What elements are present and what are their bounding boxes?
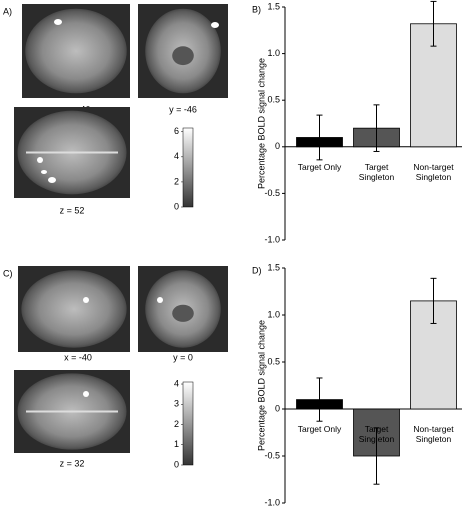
- x-tick-label: Non-target Singleton: [413, 161, 454, 182]
- brain-slice: [21, 270, 127, 348]
- y-tick-label: 0: [275, 141, 280, 151]
- activation-blob: [211, 22, 219, 28]
- y-axis-label: Percentage BOLD signal change: [256, 320, 266, 451]
- x-tick-label: Target Only: [297, 161, 342, 172]
- x-tick-label: Target Singleton: [358, 161, 395, 182]
- colorbar-tick-label: 2: [174, 176, 179, 186]
- activation-blob: [83, 297, 89, 303]
- slice-label: y = -46: [169, 104, 197, 114]
- panel-label: D): [252, 265, 262, 275]
- y-tick-label: -0.5: [264, 188, 280, 198]
- y-tick-label: -1.0: [264, 234, 280, 244]
- panel-label: B): [252, 4, 261, 14]
- y-tick-label: 0.5: [267, 356, 280, 366]
- panel-label: A): [3, 6, 12, 16]
- x-tick-label: Target Only: [297, 424, 342, 434]
- colorbar-tick-label: 2: [174, 419, 179, 429]
- y-tick-label: 1.0: [267, 48, 280, 58]
- colorbar-tick-label: 6: [174, 126, 179, 136]
- panel-label: C): [3, 268, 13, 278]
- colorbar-tick-label: 4: [174, 378, 179, 388]
- y-tick-label: 0: [275, 403, 280, 413]
- slice-label: x = -40: [64, 352, 92, 362]
- colorbar: [182, 127, 194, 208]
- activation-blob: [48, 177, 56, 183]
- activation-blob: [157, 297, 163, 303]
- ventricle: [172, 46, 194, 66]
- y-tick-label: 1.5: [267, 262, 280, 272]
- slice-label: y = 0: [173, 352, 193, 362]
- y-tick-label: 1.5: [267, 1, 280, 11]
- ventricle: [172, 304, 194, 322]
- colorbar-tick-label: 3: [174, 399, 179, 409]
- x-tick-label: Non-target Singleton: [413, 424, 454, 444]
- colorbar: [182, 381, 194, 466]
- brain-slice: [25, 8, 127, 94]
- y-tick-label: -1.0: [264, 497, 280, 506]
- y-tick-label: 1.0: [267, 309, 280, 319]
- slice-label: z = 32: [60, 458, 85, 468]
- y-axis-label: Percentage BOLD signal change: [256, 58, 266, 189]
- slice-label: z = 52: [60, 205, 85, 215]
- x-tick-label: Target Singleton: [358, 424, 395, 444]
- colorbar-tick-label: 1: [174, 439, 179, 449]
- colorbar-tick-label: 0: [174, 201, 179, 211]
- activation-blob: [54, 19, 62, 25]
- y-tick-label: 0.5: [267, 95, 280, 105]
- colorbar-tick-label: 0: [174, 459, 179, 469]
- activation-blob: [83, 391, 89, 397]
- y-tick-label: -0.5: [264, 450, 280, 460]
- colorbar-tick-label: 4: [174, 151, 179, 161]
- activation-blob: [37, 157, 43, 163]
- activation-blob: [41, 170, 47, 174]
